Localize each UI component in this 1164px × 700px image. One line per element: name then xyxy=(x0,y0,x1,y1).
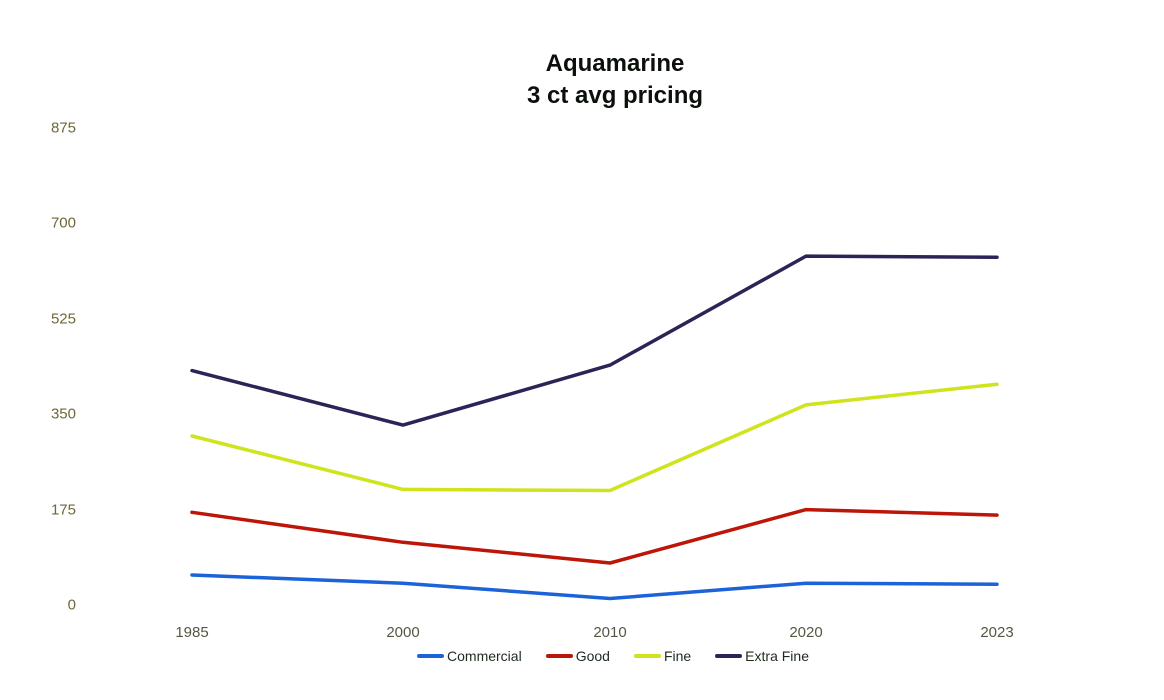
x-axis-tick-label-2000: 2000 xyxy=(386,624,420,641)
x-axis-tick-label-2010: 2010 xyxy=(593,624,627,641)
x-axis-tick-label-2020: 2020 xyxy=(789,624,823,641)
legend-swatch-icon xyxy=(417,654,445,658)
legend-label: Commercial xyxy=(447,648,522,664)
legend-item-extra-fine: Extra Fine xyxy=(715,648,809,664)
chart-title: Aquamarine 3 ct avg pricing xyxy=(527,48,703,112)
legend-item-commercial: Commercial xyxy=(417,648,522,664)
legend-label: Good xyxy=(575,648,610,664)
y-axis-tick-label-875: 875 xyxy=(50,119,76,137)
legend-label: Fine xyxy=(663,648,692,664)
series-line-good xyxy=(190,507,999,565)
legend-item-fine: Fine xyxy=(633,648,692,664)
x-axis-tick-label-2023: 2023 xyxy=(980,624,1014,641)
x-axis-tick-label-1985: 1985 xyxy=(175,624,209,641)
legend-swatch-icon xyxy=(545,654,573,658)
y-axis-tick-label-700: 700 xyxy=(50,214,76,232)
series-line-fine xyxy=(190,382,999,493)
y-axis-tick-label-175: 175 xyxy=(50,501,76,519)
legend: Commercial Good Fine Extra Fine xyxy=(417,648,809,664)
chart-title-line2: 3 ct avg pricing xyxy=(526,82,704,109)
y-axis-tick-label-525: 525 xyxy=(50,310,76,328)
chart-title-line1: Aquamarine xyxy=(545,50,685,77)
legend-item-good: Good xyxy=(545,648,610,664)
y-axis-tick-label-0: 0 xyxy=(67,596,76,614)
legend-swatch-icon xyxy=(715,654,743,658)
legend-label: Extra Fine xyxy=(745,648,809,664)
y-axis-tick-label-350: 350 xyxy=(50,405,76,423)
series-line-commercial xyxy=(190,573,999,601)
series-line-extra-fine xyxy=(190,254,999,427)
legend-swatch-icon xyxy=(633,654,661,658)
